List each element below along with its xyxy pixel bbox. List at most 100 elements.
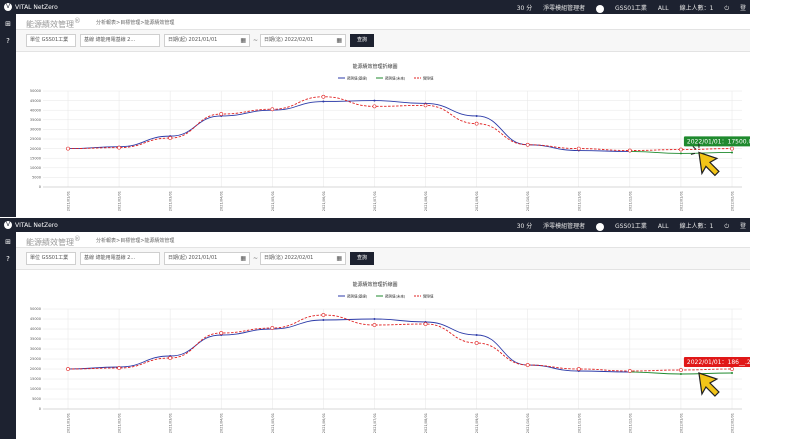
y-tick-label: 15000 [30,377,41,381]
online-users: 線上人數：1 [679,5,714,12]
y-tick-label: 30000 [30,128,41,132]
x-tick-label: 2021/05/01 [271,413,275,433]
logout-link[interactable]: ⏻ 登 [724,223,746,230]
online-users: 線上人數：1 [679,223,714,230]
start-date-input[interactable]: 日期(起) 2021/01/01 ▦ [164,34,250,47]
series-line [67,314,733,372]
x-tick-label: 2021/08/01 [424,191,428,211]
y-tick-label: 20000 [30,367,41,371]
data-point [322,319,325,321]
data-point [474,341,479,345]
logo-icon: V [4,3,12,11]
title-mark: ® [74,17,81,25]
y-tick-label: 10000 [30,166,41,170]
user-icon[interactable] [596,222,605,231]
session-timer: 30 分 [516,5,533,12]
filter-bar: 單位 GSS01工業 基線 總能用電基線 2... 日期(起) 2021/01/… [16,30,750,52]
x-tick-label: 2021/01/01 [67,191,71,211]
data-point [576,146,581,151]
logout-link[interactable]: ⏻ 登 [724,5,746,12]
x-tick-label: 2021/09/01 [475,191,479,211]
title-mark: ® [74,235,81,243]
baseline-select[interactable]: 基線 總能用電基線 2... [80,34,160,47]
unit-select[interactable]: 單位 GSS01工業 [26,34,76,47]
x-tick-label: 2021/12/01 [628,413,632,433]
org-name[interactable]: GSS01工業 [615,223,647,230]
breadcrumb: 分析報表>目標管理>能源績效管理 [96,238,175,244]
data-point [373,99,376,102]
data-point [679,373,682,375]
y-tick-label: 0 [39,185,41,189]
data-point [372,323,377,327]
y-tick-label: 20000 [30,147,41,151]
calendar-icon[interactable]: ▦ [336,37,342,44]
query-button[interactable]: 查詢 [350,34,374,47]
x-tick-label: 2021/07/01 [373,191,377,211]
end-date-input[interactable]: 日期(迄) 2022/02/01 ▦ [260,34,346,47]
data-point [679,152,682,155]
page-title: 能源績效管理® [26,235,81,247]
data-point [270,107,275,112]
x-tick-label: 2022/02/01 [731,191,735,211]
data-point [525,363,530,367]
y-tick-label: 40000 [30,327,41,331]
end-date-input[interactable]: 日期(迄) 2022/02/01 ▦ [260,252,346,265]
filter-bar: 單位 GSS01工業 基線 總能用電基線 2... 日期(起) 2021/01/… [16,248,750,270]
calendar-icon[interactable]: ▦ [240,37,246,44]
calendar-icon[interactable]: ▦ [336,255,342,262]
page-header: 能源績效管理® 分析報表>目標管理>能源績效管理 [16,232,750,248]
x-tick-label: 2021/10/01 [526,191,530,211]
start-date-input[interactable]: 日期(起) 2021/01/01 ▦ [164,252,250,265]
grid-icon[interactable]: ⊞ [5,238,11,246]
calendar-icon[interactable]: ▦ [240,255,246,262]
series-line [67,100,630,152]
tooltip-text: 2022/01/01：186__.2__ [687,359,750,366]
x-tick-label: 2021/04/01 [220,413,224,433]
x-tick-label: 2021/08/01 [424,413,428,433]
data-point [627,369,632,373]
range-separator: ~ [253,255,259,262]
logo-icon: V [4,221,12,229]
x-tick-label: 2021/03/01 [169,413,173,433]
data-point [219,331,224,335]
x-tick-label: 2022/01/01 [679,191,683,211]
chart-area: 能源績效管理折線圖 預測值(基線) 預測值(未來) 實際值 0 5000 10000 1500… [16,54,750,217]
legend-item: 預測值(基線) [347,294,368,299]
y-tick-label: 35000 [30,337,41,341]
data-point [475,334,478,336]
data-point [423,322,428,326]
y-tick-label: 50000 [30,89,41,93]
scope-label[interactable]: ALL [657,223,669,230]
data-point [474,121,479,126]
scope-label[interactable]: ALL [657,5,669,12]
help-icon[interactable]: ? [6,255,10,263]
y-tick-label: 50000 [30,307,41,311]
query-button[interactable]: 查詢 [350,252,374,265]
user-role[interactable]: 淨零模組管理者 [543,223,586,230]
data-point [168,356,173,360]
grid-icon[interactable]: ⊞ [5,20,11,28]
main-content: 能源績效管理® 分析報表>目標管理>能源績效管理 單位 GSS01工業 基線 總… [16,232,750,439]
y-tick-label: 45000 [30,317,41,321]
chart-title: 能源績效管理折線圖 [352,63,397,70]
y-tick-label: 40000 [30,108,41,112]
legend-item: 實際值 [423,76,434,81]
x-tick-label: 2021/02/01 [118,191,122,211]
y-tick-label: 15000 [30,156,41,160]
data-point [321,313,326,317]
unit-select[interactable]: 單位 GSS01工業 [26,252,76,265]
org-name[interactable]: GSS01工業 [615,5,647,12]
sidebar: ⊞ ? [0,232,16,439]
pointer-cursor-icon [698,372,720,397]
user-icon[interactable] [596,4,605,13]
sidebar: ⊞ ? [0,14,16,217]
session-timer: 30 分 [516,223,533,230]
top-bar: V VITAL NetZero 30 分 淨零模組管理者 GSS01工業 ALL … [0,218,750,232]
baseline-select[interactable]: 基線 總能用電基線 2... [80,252,160,265]
help-icon[interactable]: ? [6,37,10,45]
user-role[interactable]: 淨零模組管理者 [543,5,586,12]
x-tick-label: 2021/05/01 [271,191,275,211]
x-tick-label: 2021/10/01 [526,413,530,433]
